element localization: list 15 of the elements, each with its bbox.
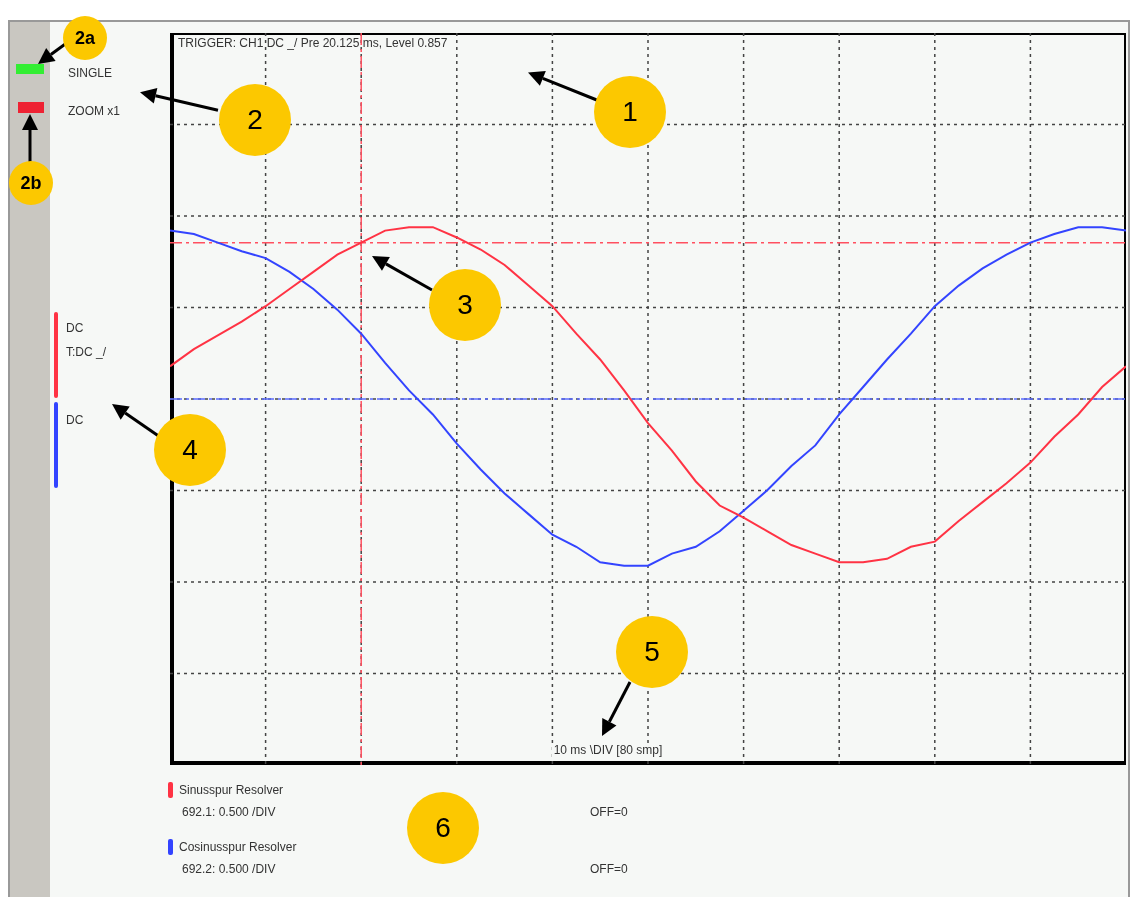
text: OFF=0: [589, 805, 629, 819]
text: T:DC _/: [65, 345, 107, 359]
annotation: 3: [457, 289, 473, 321]
text: DC: [65, 321, 85, 335]
annotation: 4: [182, 434, 198, 466]
text: 692.2: 0.500 /DIV: [181, 862, 277, 876]
text: DC: [65, 413, 85, 427]
text: OFF=0: [589, 862, 629, 876]
chart-title: TRIGGER: CH1 DC _/ Pre 20.125 ms, Level 0.857: [178, 36, 448, 50]
text: 10 ms \DIV [80 smp]: [551, 743, 665, 757]
text: 692.1: 0.500 /DIV: [181, 805, 277, 819]
legend-label: Sinusspur Resolver: [179, 783, 284, 797]
text: ZOOM x1: [67, 104, 121, 118]
text: SINGLE: [67, 66, 113, 80]
legend-label: Cosinusspur Resolver: [179, 840, 297, 854]
